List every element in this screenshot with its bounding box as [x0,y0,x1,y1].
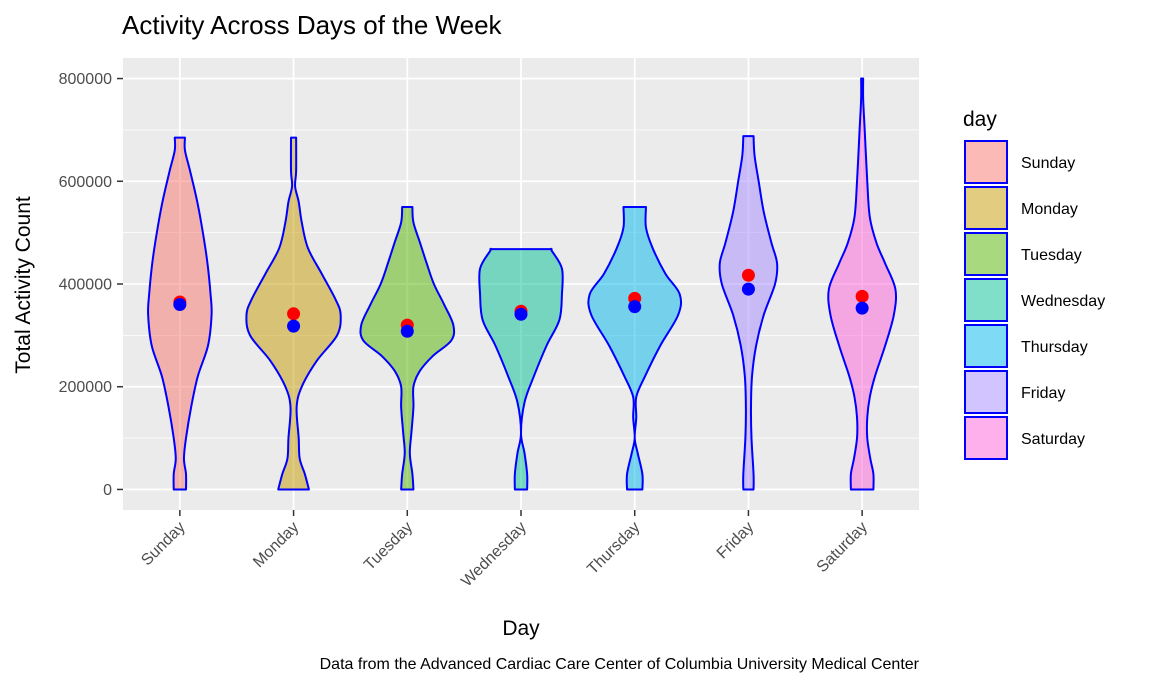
legend-title: day [963,108,997,131]
x-tick-label-tuesday: Tuesday [361,519,416,574]
x-tick-label-saturday: Saturday [814,519,871,576]
y-tick-label: 600000 [59,174,112,191]
x-tick-label-sunday: Sunday [138,519,188,569]
x-tick-label-thursday: Thursday [584,519,643,578]
median-point-saturday [855,301,869,315]
points-layer [173,268,869,338]
y-tick-label: 800000 [59,71,112,88]
legend-key-tuesday [964,232,1008,276]
median-point-thursday [628,300,642,314]
chart-title: Activity Across Days of the Week [122,10,503,40]
y-tick-label: 0 [103,482,112,499]
mean-point-friday [741,268,755,282]
median-point-friday [741,282,755,296]
violin-thursday [587,205,683,491]
median-point-sunday [173,298,187,312]
legend-label-friday: Friday [1021,385,1065,402]
legend-key-friday [964,370,1008,414]
legend-label-monday: Monday [1021,201,1078,218]
legend: Sunday Monday Tuesday Wednesday Thursday Frid… [964,140,1105,460]
legend-key-saturday [964,416,1008,460]
median-point-monday [287,319,301,333]
median-point-wednesday [514,307,528,321]
chart-caption: Data from the Advanced Cardiac Care Cent… [320,656,920,673]
y-tick-label: 200000 [59,379,112,396]
y-axis-title: Total Activity Count [12,196,35,374]
y-axis-title-group: Total Activity Count [12,196,35,374]
x-axis-title: Day [502,617,540,640]
legend-label-sunday: Sunday [1021,155,1075,172]
violin-tuesday [359,205,456,491]
mean-point-monday [287,307,301,321]
x-tick-label-friday: Friday [714,519,757,562]
legend-key-sunday [964,140,1008,184]
legend-label-wednesday: Wednesday [1021,293,1105,310]
median-point-tuesday [400,324,414,338]
violin-wednesday [478,247,564,491]
mean-point-saturday [855,289,869,303]
legend-label-thursday: Thursday [1021,339,1088,356]
x-tick-label-wednesday: Wednesday [458,519,530,591]
legend-key-thursday [964,324,1008,368]
violin-sunday [147,136,213,491]
violin-saturday [827,77,898,491]
violin-friday [718,135,779,491]
x-axis-ticks: Sunday Monday Tuesday Wednesday Thursday Frid… [138,510,871,590]
y-axis-ticks: 0 200000 400000 600000 800000 [59,71,123,499]
legend-label-saturday: Saturday [1021,431,1085,448]
x-tick-label-monday: Monday [250,519,302,571]
legend-label-tuesday: Tuesday [1021,247,1082,264]
y-tick-label: 400000 [59,277,112,294]
legend-key-wednesday [964,278,1008,322]
legend-key-monday [964,186,1008,230]
